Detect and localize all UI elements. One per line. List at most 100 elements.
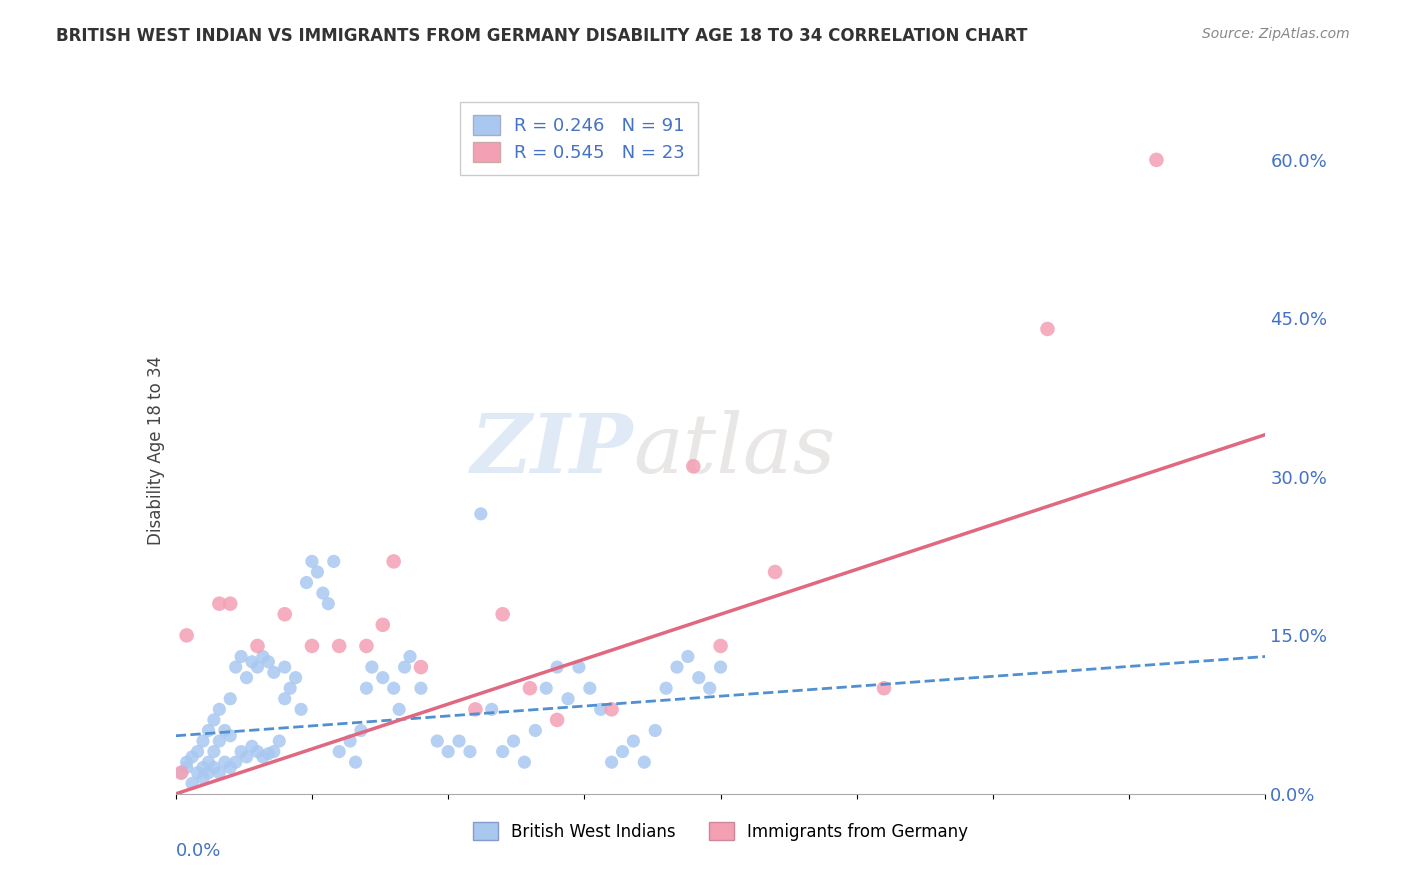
Point <box>197 755 219 769</box>
Point <box>240 739 263 754</box>
Point <box>328 639 350 653</box>
Point <box>274 660 297 674</box>
Point <box>322 554 344 568</box>
Point <box>546 713 568 727</box>
Point <box>176 628 198 642</box>
Point <box>557 691 579 706</box>
Text: 0.0%: 0.0% <box>176 842 221 860</box>
Point <box>208 734 231 748</box>
Point <box>170 765 193 780</box>
Point <box>263 745 285 759</box>
Point <box>290 702 312 716</box>
Point <box>219 729 242 743</box>
Point <box>284 671 307 685</box>
Point <box>307 565 329 579</box>
Point <box>382 554 405 568</box>
Point <box>202 760 225 774</box>
Point <box>295 575 318 590</box>
Point <box>600 702 623 716</box>
Point <box>219 691 242 706</box>
Point <box>219 760 242 774</box>
Point <box>546 660 568 674</box>
Point <box>263 665 285 680</box>
Point <box>371 617 394 632</box>
Point <box>371 671 394 685</box>
Point <box>208 765 231 780</box>
Point <box>197 723 219 738</box>
Point <box>301 639 323 653</box>
Point <box>399 649 422 664</box>
Point <box>191 734 214 748</box>
Point <box>458 745 481 759</box>
Point <box>360 660 382 674</box>
Point <box>492 745 515 759</box>
Point <box>699 681 721 696</box>
Text: ZIP: ZIP <box>471 410 633 491</box>
Point <box>246 745 269 759</box>
Point <box>464 702 486 716</box>
Point <box>202 713 225 727</box>
Point <box>612 745 634 759</box>
Point <box>208 702 231 716</box>
Point <box>644 723 666 738</box>
Text: atlas: atlas <box>633 410 835 491</box>
Point <box>447 734 470 748</box>
Point <box>710 639 733 653</box>
Point <box>318 597 340 611</box>
Text: BRITISH WEST INDIAN VS IMMIGRANTS FROM GERMANY DISABILITY AGE 18 TO 34 CORRELATI: BRITISH WEST INDIAN VS IMMIGRANTS FROM G… <box>56 27 1028 45</box>
Point <box>1036 322 1059 336</box>
Point <box>176 760 198 774</box>
Point <box>589 702 612 716</box>
Point <box>246 639 269 653</box>
Point <box>269 734 291 748</box>
Point <box>600 755 623 769</box>
Point <box>388 702 411 716</box>
Point <box>176 755 198 769</box>
Point <box>481 702 503 716</box>
Point <box>655 681 678 696</box>
Point <box>666 660 689 674</box>
Point <box>492 607 515 622</box>
Point <box>470 507 492 521</box>
Point <box>524 723 547 738</box>
Point <box>763 565 786 579</box>
Point <box>513 755 536 769</box>
Point <box>682 459 704 474</box>
Point <box>568 660 591 674</box>
Point <box>579 681 602 696</box>
Point <box>274 607 297 622</box>
Point <box>278 681 301 696</box>
Point <box>197 765 219 780</box>
Point <box>274 691 297 706</box>
Point <box>208 597 231 611</box>
Point <box>409 660 432 674</box>
Point <box>356 639 378 653</box>
Point <box>231 649 253 664</box>
Point <box>339 734 361 748</box>
Point <box>191 771 214 785</box>
Point <box>181 776 204 790</box>
Point <box>301 554 323 568</box>
Point <box>502 734 524 748</box>
Point <box>252 750 274 764</box>
Legend: British West Indians, Immigrants from Germany: British West Indians, Immigrants from Ge… <box>467 815 974 847</box>
Point <box>344 755 367 769</box>
Point <box>633 755 655 769</box>
Point <box>873 681 896 696</box>
Y-axis label: Disability Age 18 to 34: Disability Age 18 to 34 <box>146 356 165 545</box>
Point <box>231 745 253 759</box>
Point <box>170 765 193 780</box>
Point <box>328 745 350 759</box>
Point <box>181 750 204 764</box>
Point <box>382 681 405 696</box>
Point <box>426 734 449 748</box>
Point <box>1144 153 1167 167</box>
Point <box>214 755 236 769</box>
Point <box>246 660 269 674</box>
Point <box>202 745 225 759</box>
Point <box>688 671 710 685</box>
Point <box>225 660 247 674</box>
Point <box>235 671 257 685</box>
Point <box>214 723 236 738</box>
Text: Source: ZipAtlas.com: Source: ZipAtlas.com <box>1202 27 1350 41</box>
